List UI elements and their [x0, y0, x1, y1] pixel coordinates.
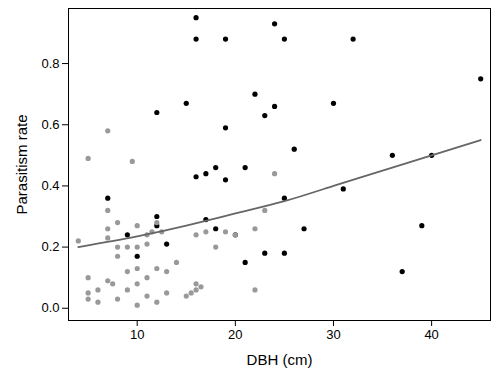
- svg-text:20: 20: [228, 327, 242, 342]
- svg-text:0.8: 0.8: [41, 56, 59, 71]
- svg-text:DBH (cm): DBH (cm): [247, 351, 313, 368]
- svg-text:30: 30: [326, 327, 340, 342]
- svg-text:10: 10: [130, 327, 144, 342]
- svg-text:0.2: 0.2: [41, 239, 59, 254]
- svg-text:0.0: 0.0: [41, 300, 59, 315]
- svg-text:40: 40: [424, 327, 438, 342]
- svg-text:0.4: 0.4: [41, 178, 59, 193]
- svg-text:Parasitism rate: Parasitism rate: [13, 114, 30, 214]
- svg-text:0.6: 0.6: [41, 117, 59, 132]
